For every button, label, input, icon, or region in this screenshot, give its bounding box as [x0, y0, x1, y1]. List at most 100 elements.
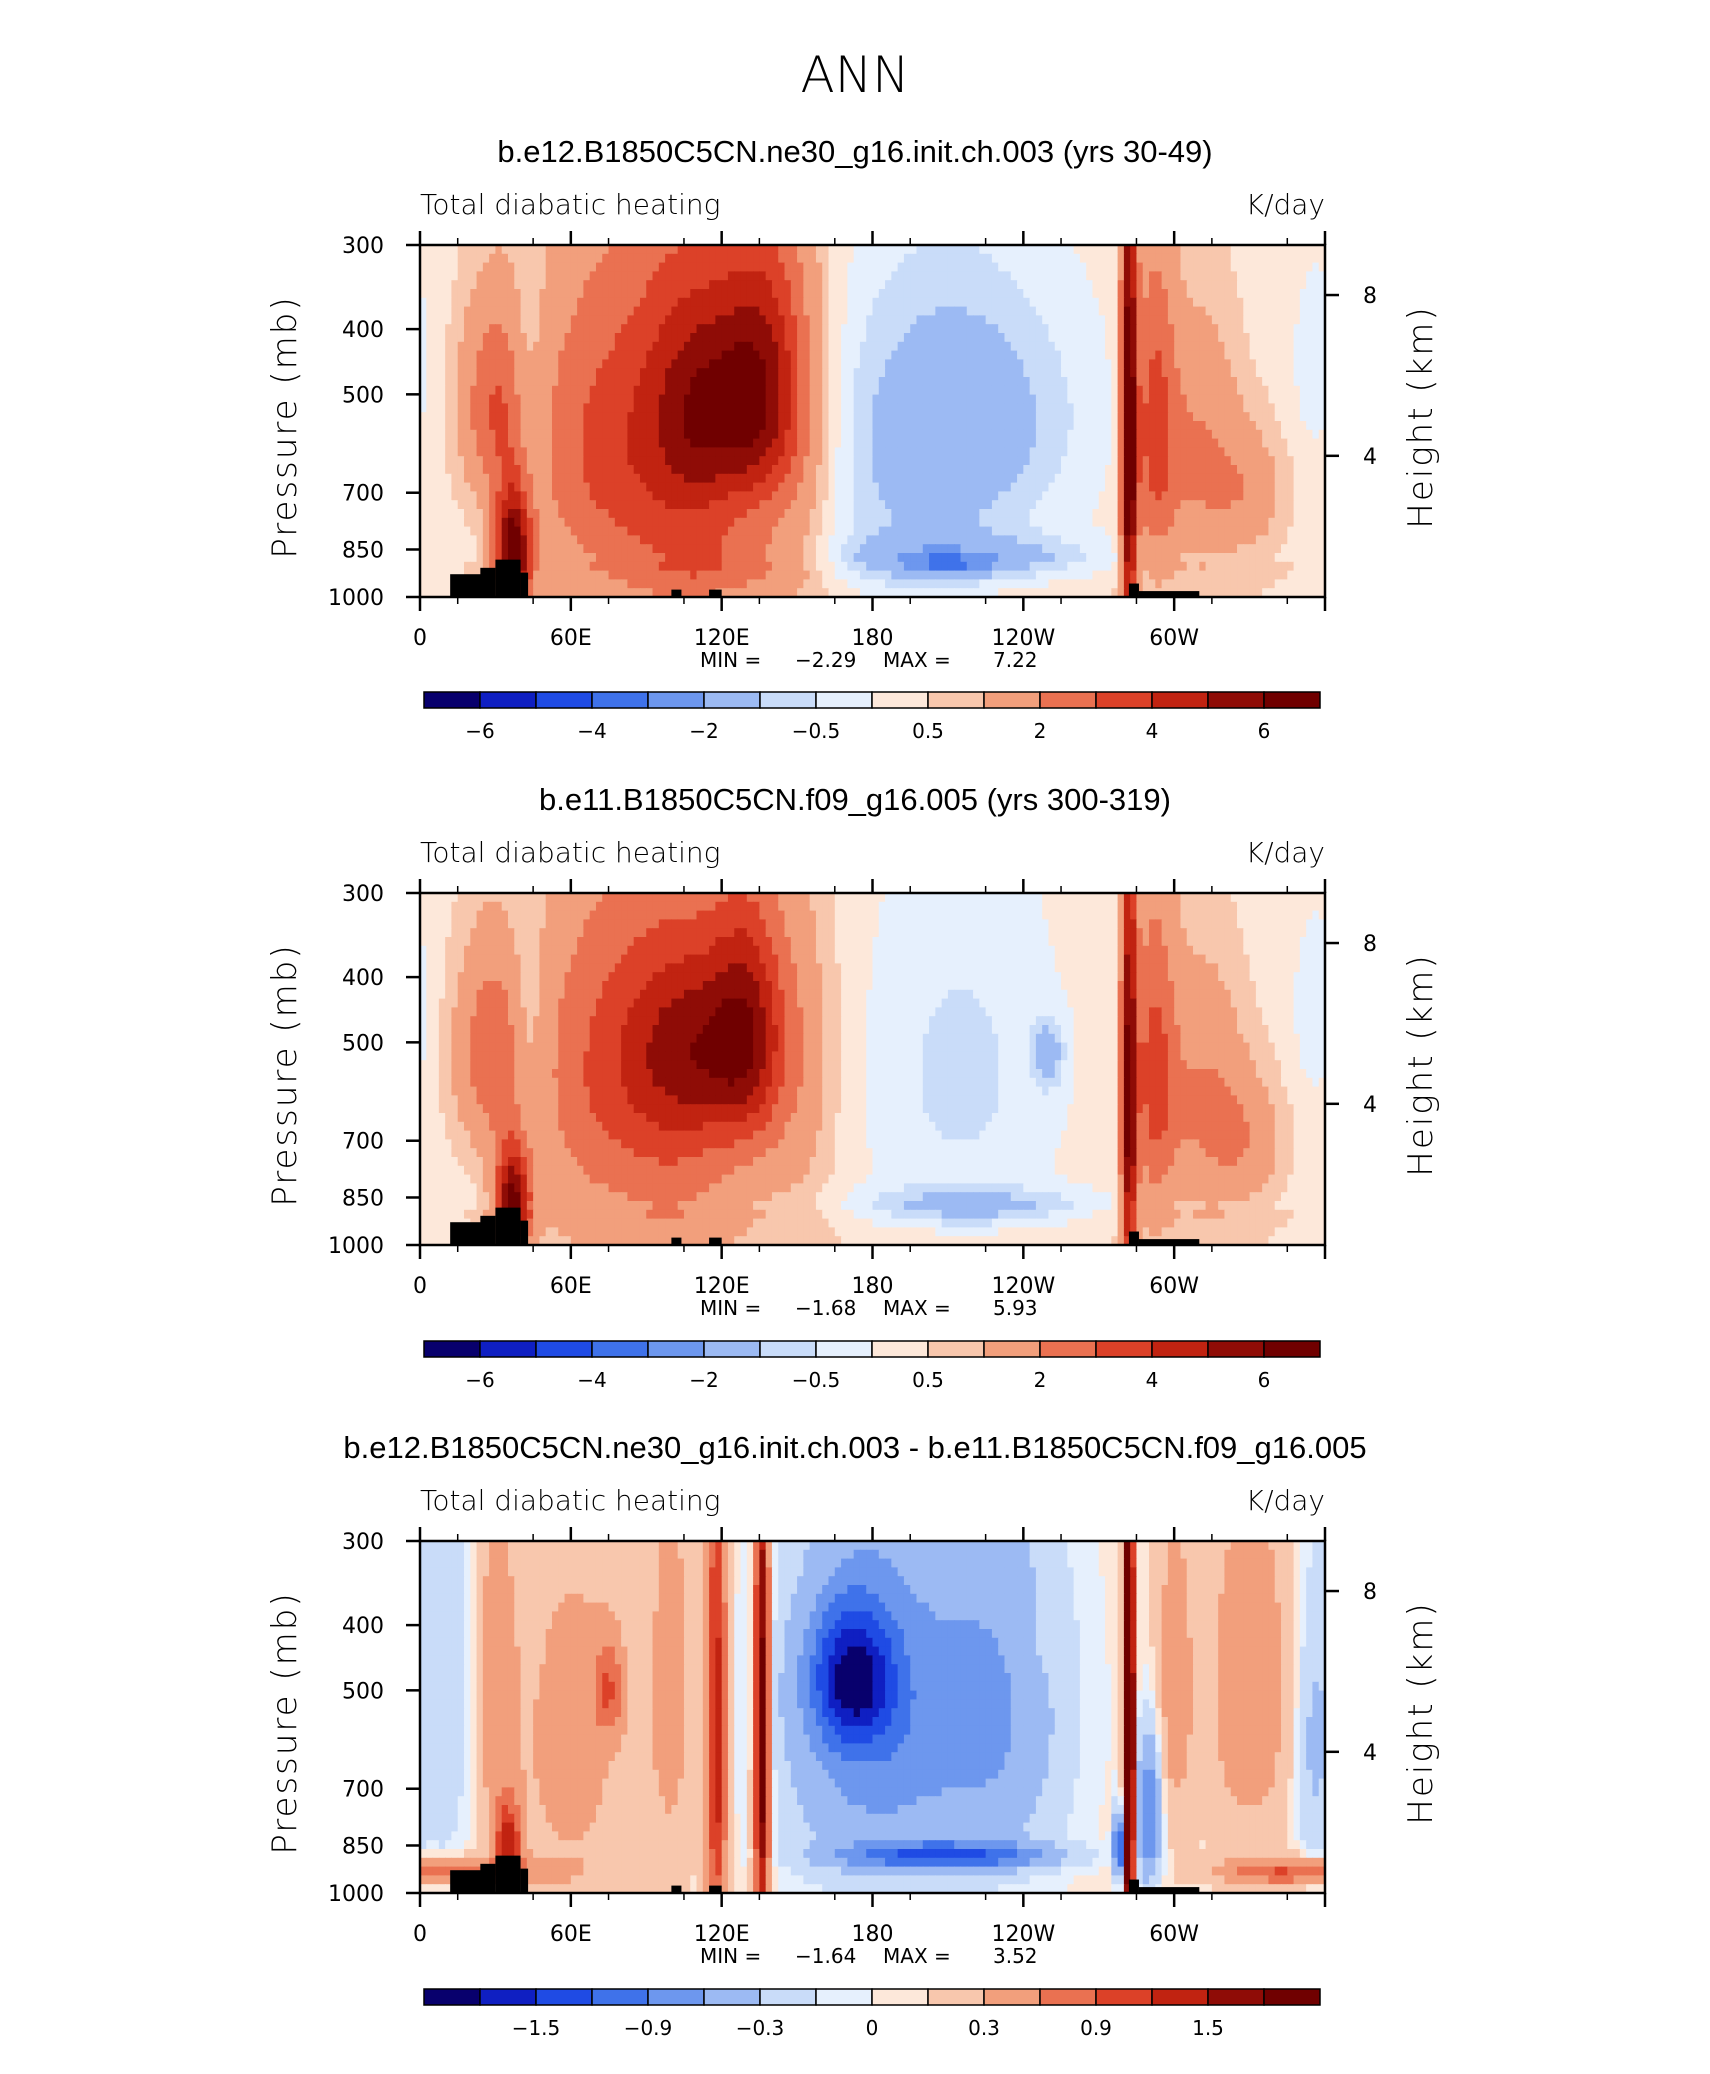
- heatmap-cell: [1281, 447, 1288, 457]
- heatmap-cell: [539, 412, 547, 422]
- heatmap-cell: [646, 359, 654, 369]
- heatmap-cell: [790, 473, 798, 484]
- heatmap-cell: [1073, 482, 1081, 492]
- heatmap-cell: [1268, 412, 1276, 422]
- heatmap-cell: [841, 385, 848, 396]
- heatmap-cell: [941, 482, 949, 492]
- heatmap-cell: [595, 473, 603, 484]
- heatmap-cell: [420, 421, 427, 431]
- heatmap-cell: [872, 341, 880, 352]
- heatmap-cell: [985, 253, 993, 264]
- heatmap-cell: [1268, 245, 1276, 255]
- heatmap-cell: [633, 262, 641, 272]
- heatmap-cell: [721, 500, 729, 510]
- heatmap-cell: [621, 394, 628, 404]
- heatmap-cell: [778, 262, 786, 272]
- heatmap-cell: [1193, 412, 1200, 422]
- heatmap-cell: [765, 544, 773, 554]
- heatmap-cell: [1262, 535, 1270, 545]
- heatmap-cell: [966, 341, 974, 352]
- heatmap-cell: [803, 544, 811, 554]
- heatmap-cell: [1130, 403, 1138, 413]
- heatmap-cell: [1086, 491, 1094, 501]
- heatmap-cell: [859, 350, 867, 360]
- heatmap-cell: [1274, 324, 1282, 334]
- heatmap-cell: [426, 500, 434, 510]
- heatmap-cell: [1218, 315, 1226, 325]
- heatmap-cell: [665, 315, 672, 325]
- heatmap-cell: [954, 447, 962, 457]
- heatmap-cell: [1174, 447, 1182, 457]
- heatmap-cell: [1092, 394, 1100, 404]
- heatmap-cell: [507, 253, 515, 264]
- heatmap-cell: [1193, 526, 1200, 536]
- heatmap-cell: [470, 350, 478, 360]
- heatmap-cell: [457, 377, 465, 387]
- heatmap-cell: [683, 394, 691, 404]
- heatmap-cell: [426, 491, 434, 501]
- heatmap-cell: [482, 253, 490, 264]
- heatmap-cell: [1243, 438, 1251, 448]
- heatmap-cell: [878, 544, 886, 554]
- heatmap-cell: [608, 403, 616, 413]
- heatmap-cell: [627, 280, 635, 290]
- heatmap-cell: [633, 447, 641, 457]
- heatmap-cell: [658, 535, 666, 545]
- heatmap-cell: [1274, 500, 1282, 510]
- heatmap-cell: [878, 280, 886, 290]
- heatmap-cell: [1237, 324, 1244, 334]
- heatmap-cell: [614, 253, 622, 264]
- heatmap-cell: [570, 517, 578, 528]
- heatmap-cell: [966, 438, 974, 448]
- heatmap-cell: [1230, 526, 1238, 536]
- heatmap-cell: [853, 359, 861, 369]
- heatmap-cell: [979, 315, 987, 325]
- heatmap-cell: [520, 447, 528, 457]
- heatmap-cell: [1042, 262, 1050, 272]
- heatmap-cell: [878, 341, 886, 352]
- heatmap-cell: [1174, 262, 1182, 272]
- heatmap-cell: [910, 377, 918, 387]
- heatmap-cell: [445, 359, 453, 369]
- heatmap-cell: [1061, 429, 1068, 440]
- heatmap-cell: [564, 253, 572, 264]
- heatmap-cell: [463, 253, 471, 264]
- heatmap-cell: [426, 306, 434, 316]
- heatmap-cell: [1149, 377, 1156, 387]
- heatmap-cell: [589, 271, 597, 281]
- heatmap-cell: [451, 447, 459, 457]
- heatmap-cell: [797, 377, 804, 387]
- heatmap-cell: [1230, 350, 1238, 360]
- heatmap-cell: [891, 500, 899, 510]
- heatmap-cell: [1061, 421, 1068, 431]
- heatmap-cell: [627, 517, 635, 528]
- heatmap-cell: [910, 491, 918, 501]
- heatmap-cell: [727, 403, 735, 413]
- heatmap-cell: [702, 333, 710, 343]
- heatmap-cell: [621, 544, 628, 554]
- heatmap-cell: [853, 341, 861, 352]
- heatmap-cell: [1105, 535, 1112, 545]
- heatmap-cell: [998, 412, 1006, 422]
- heatmap-cell: [551, 280, 559, 290]
- heatmap-cell: [696, 412, 704, 422]
- heatmap-cell: [721, 429, 729, 440]
- heatmap-cell: [583, 271, 591, 281]
- heatmap-cell: [451, 253, 459, 264]
- heatmap-cell: [445, 394, 453, 404]
- heatmap-cell: [690, 315, 698, 325]
- heatmap-cell: [652, 535, 660, 545]
- heatmap-cell: [922, 280, 930, 290]
- heatmap-cell: [1017, 341, 1024, 352]
- heatmap-cell: [1042, 271, 1050, 281]
- heatmap-cell: [677, 500, 685, 510]
- heatmap-cell: [841, 306, 848, 316]
- heatmap-cell: [954, 509, 962, 519]
- heatmap-cell: [847, 368, 855, 378]
- heatmap-cell: [533, 377, 541, 387]
- heatmap-cell: [558, 262, 566, 272]
- heatmap-cell: [828, 350, 836, 360]
- heatmap-cell: [878, 324, 886, 334]
- heatmap-cell: [463, 271, 471, 281]
- heatmap-cell: [1174, 368, 1182, 378]
